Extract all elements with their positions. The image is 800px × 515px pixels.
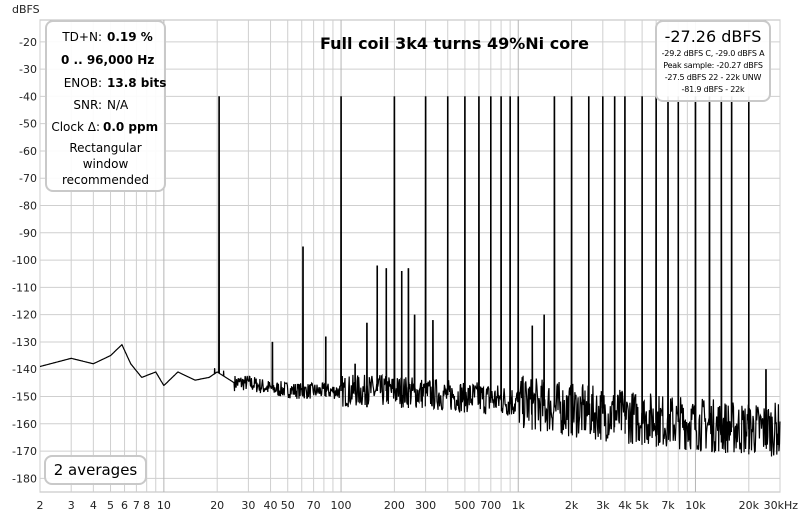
peak-sample: Peak sample: -20.27 dBFS (663, 61, 763, 70)
window-note-line: window (82, 157, 129, 171)
x-tick-label: 7k (661, 499, 675, 512)
spectrum-trace (39, 96, 781, 457)
x-tick-label: 1k (512, 499, 526, 512)
band-level: -81.9 dBFS - 22k (681, 85, 745, 94)
averages-counter[interactable]: 2 averages (44, 455, 147, 485)
x-tick-label: 8 (143, 499, 150, 512)
axes: -20 -30 -40 -50 -60 -70 -80 -90 -100 -110 -120 -130… (12, 36, 798, 512)
x-tick-label: 3 (68, 499, 75, 512)
y-tick-label: -130 (12, 336, 37, 349)
enob-value: 13.8 bits (107, 76, 167, 90)
x-tick-label: 10 (157, 499, 171, 512)
x-tick-label: 200 (384, 499, 405, 512)
y-tick-label: -70 (19, 172, 37, 185)
clock-row: Clock Δ: 0.0 ppm (47, 118, 164, 136)
clock-label: Clock Δ: (51, 120, 100, 134)
x-tick-label: 20k (739, 499, 760, 512)
y-tick-label: -20 (19, 36, 37, 49)
x-tick-label: 6 (121, 499, 128, 512)
x-tick-label: 10k (685, 499, 706, 512)
y-tick-label: -150 (12, 391, 37, 404)
x-tick-label: 70 (307, 499, 321, 512)
x-tick-label: 50 (281, 499, 295, 512)
x-tick-label: 3k (596, 499, 610, 512)
spectrum-line (39, 96, 781, 457)
window-note-line: Rectangular (69, 141, 142, 155)
stats-panel: TD+N: 0.19 % 0 .. 96,000 Hz ENOB: 13.8 b… (45, 20, 166, 192)
chart-title: Full coil 3k4 turns 49%Ni core (320, 34, 589, 53)
y-tick-label: -30 (19, 63, 37, 76)
y-tick-label: -40 (19, 90, 37, 103)
y-tick-label: -170 (12, 445, 37, 458)
y-tick-label: -80 (19, 200, 37, 213)
x-tick-label: 4 (90, 499, 97, 512)
enob-label: ENOB: (63, 76, 102, 90)
window-recommendation: Rectangular window recommended (47, 140, 164, 188)
x-tick-label: 30kHz (764, 499, 799, 512)
frequency-range-value: 0 .. 96,000 Hz (61, 53, 155, 67)
x-tick-label: 30 (241, 499, 255, 512)
thd-row: TD+N: 0.19 % (47, 28, 164, 46)
x-tick-label: 4k (618, 499, 632, 512)
y-tick-label: -120 (12, 309, 37, 322)
x-tick-label: 700 (480, 499, 501, 512)
x-tick-label: 5 (107, 499, 114, 512)
y-tick-label: -160 (12, 418, 37, 431)
x-tick-label: 500 (454, 499, 475, 512)
level-panel: -27.26 dBFS -29.2 dBFS C, -29.0 dBFS A P… (655, 20, 771, 102)
enob-row: ENOB: 13.8 bits (47, 74, 167, 92)
y-tick-label: -110 (12, 281, 37, 294)
range-row: 0 .. 96,000 Hz (47, 51, 164, 69)
y-tick-label: -50 (19, 118, 37, 131)
x-tick-label: 2 (37, 499, 44, 512)
x-tick-label: 100 (331, 499, 352, 512)
y-axis-label: dBFS (12, 3, 40, 16)
unweighted-level: -27.5 dBFS 22 - 22k UNW (664, 73, 762, 82)
thd-value: 0.19 % (107, 30, 153, 44)
snr-value: N/A (107, 98, 129, 112)
x-tick-label: 5k (635, 499, 649, 512)
x-tick-label: 40 (264, 499, 278, 512)
level-readout: -27.26 dBFS (664, 27, 762, 46)
window-note-line: recommended (62, 173, 149, 187)
y-tick-label: -90 (19, 227, 37, 240)
y-tick-label: -100 (12, 254, 37, 267)
x-tick-label: 2k (565, 499, 579, 512)
y-tick-label: -60 (19, 145, 37, 158)
x-tick-label: 300 (415, 499, 436, 512)
snr-label: SNR: (73, 98, 102, 112)
y-tick-label: -140 (12, 363, 37, 376)
snr-row: SNR: N/A (47, 96, 164, 114)
x-tick-label: 7 (133, 499, 140, 512)
clock-value: 0.0 ppm (103, 120, 159, 134)
y-tick-label: -180 (12, 472, 37, 485)
weighted-level: -29.2 dBFS C, -29.0 dBFS A (661, 49, 765, 58)
x-tick-label: 20 (210, 499, 224, 512)
thd-label: TD+N: (62, 30, 102, 44)
